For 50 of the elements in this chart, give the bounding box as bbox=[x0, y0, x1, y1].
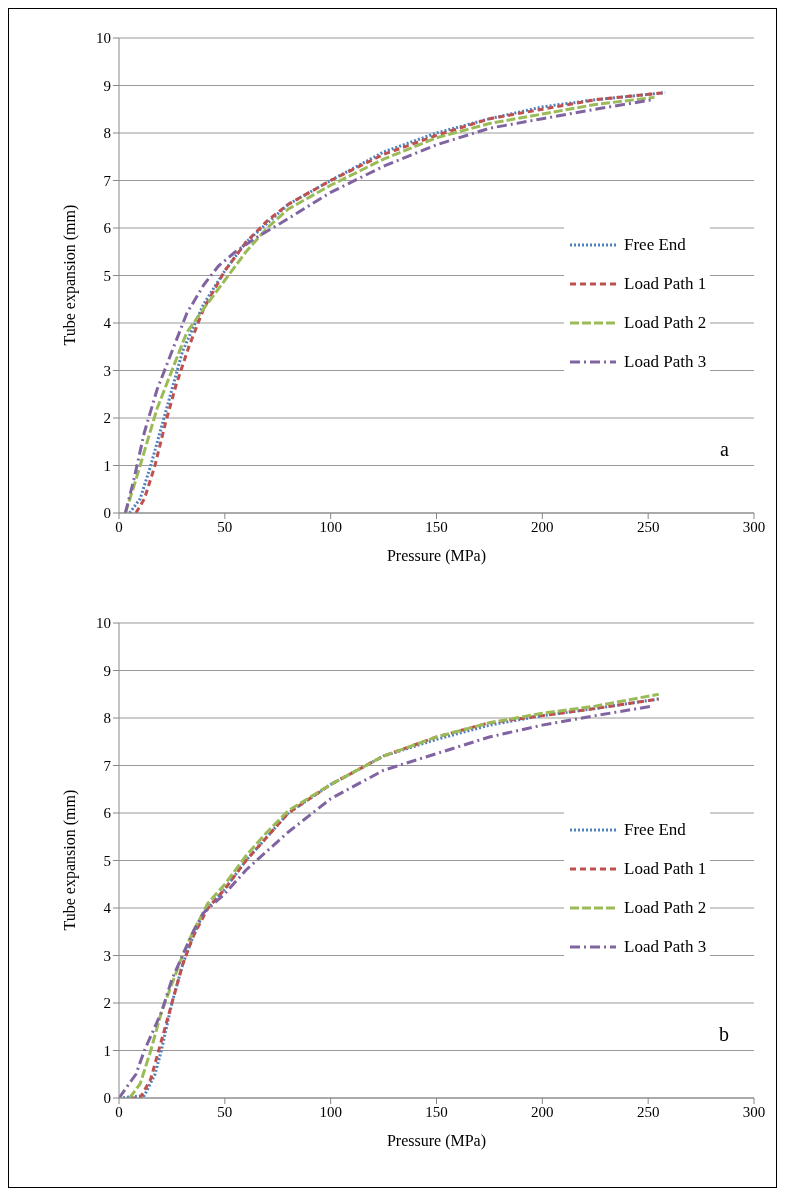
x-tick-label: 300 bbox=[742, 518, 766, 535]
annotation: a bbox=[720, 438, 729, 461]
legend-label: Load Path 2 bbox=[624, 312, 707, 333]
annotation: b bbox=[719, 1023, 729, 1046]
y-tick-label: 0 bbox=[103, 1090, 111, 1107]
x-tick-label: 150 bbox=[425, 518, 448, 535]
y-tick-label: 6 bbox=[103, 805, 112, 822]
y-tick-label: 0 bbox=[103, 505, 111, 522]
legend-label: Free End bbox=[624, 234, 686, 255]
y-tick-label: 7 bbox=[103, 172, 112, 189]
y-tick-label: 1 bbox=[103, 457, 111, 474]
y-tick-label: 1 bbox=[103, 1042, 111, 1059]
x-tick-label: 100 bbox=[319, 518, 342, 535]
legend-label: Free End bbox=[624, 819, 686, 840]
y-tick-label: 9 bbox=[103, 77, 111, 94]
x-tick-label: 250 bbox=[636, 1103, 660, 1120]
legend-label: Load Path 2 bbox=[624, 897, 707, 918]
y-tick-label: 9 bbox=[103, 662, 111, 679]
legend-label: Load Path 3 bbox=[624, 351, 707, 372]
x-tick-label: 150 bbox=[425, 1103, 448, 1120]
y-tick-label: 8 bbox=[103, 710, 111, 727]
y-tick-label: 10 bbox=[96, 30, 111, 47]
x-tick-label: 0 bbox=[115, 1103, 123, 1120]
y-tick-label: 4 bbox=[103, 900, 112, 917]
y-tick-label: 10 bbox=[96, 615, 111, 632]
y-tick-label: 4 bbox=[103, 315, 112, 332]
x-tick-label: 250 bbox=[636, 518, 660, 535]
x-tick-label: 50 bbox=[217, 1103, 233, 1120]
x-tick-label: 50 bbox=[217, 518, 233, 535]
x-tick-label: 100 bbox=[319, 1103, 342, 1120]
x-tick-label: 200 bbox=[531, 518, 554, 535]
x-tick-label: 0 bbox=[115, 518, 123, 535]
y-tick-label: 3 bbox=[103, 947, 111, 964]
x-tick-label: 200 bbox=[531, 1103, 554, 1120]
y-tick-label: 3 bbox=[103, 362, 111, 379]
y-tick-label: 6 bbox=[103, 220, 112, 237]
legend-label: Load Path 3 bbox=[624, 936, 707, 957]
y-tick-label: 8 bbox=[103, 125, 111, 142]
y-tick-label: 5 bbox=[103, 852, 111, 869]
y-axis-title: Tube expansion (mm) bbox=[60, 204, 79, 346]
x-tick-label: 300 bbox=[742, 1103, 766, 1120]
legend-label: Load Path 1 bbox=[624, 273, 707, 294]
y-tick-label: 2 bbox=[103, 995, 111, 1012]
y-tick-label: 5 bbox=[103, 267, 111, 284]
y-tick-label: 2 bbox=[103, 410, 111, 427]
y-tick-label: 7 bbox=[103, 757, 112, 774]
y-axis-title: Tube expansion (mm) bbox=[60, 789, 79, 931]
legend-label: Load Path 1 bbox=[624, 858, 707, 879]
x-axis-title: Pressure (MPa) bbox=[386, 1132, 487, 1150]
x-axis-title: Pressure (MPa) bbox=[386, 547, 487, 565]
